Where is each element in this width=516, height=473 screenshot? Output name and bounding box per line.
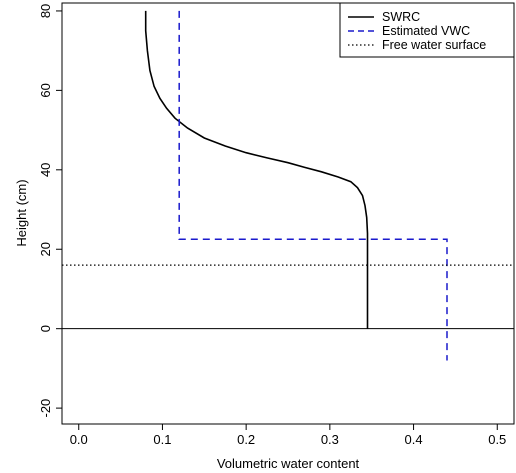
legend: SWRC Estimated VWC Free water surface [339, 2, 515, 58]
series-line-swrc [144, 10, 369, 329]
plot-frame [61, 2, 515, 425]
x-axis: 0.0 0.1 0.2 0.3 0.4 0.5 [70, 424, 506, 447]
series-layer [62, 10, 514, 361]
y-tick-label: 20 [38, 242, 53, 256]
legend-label-free-water-surface: Free water surface [382, 38, 486, 52]
legend-label-estimated-vwc: Estimated VWC [382, 24, 470, 38]
legend-box [339, 2, 515, 58]
y-tick-label: 60 [38, 83, 53, 97]
y-axis-title: Height (cm) [14, 179, 29, 246]
y-tick-label: 40 [38, 163, 53, 177]
x-tick-label: 0.0 [70, 432, 88, 447]
y-tick-label: 0 [38, 325, 53, 332]
legend-label-swrc: SWRC [382, 10, 420, 24]
y-tick-label: 80 [38, 4, 53, 18]
y-tick-label: -20 [38, 399, 53, 418]
x-tick-label: 0.4 [405, 432, 423, 447]
y-axis: -20 0 20 40 60 80 [38, 4, 62, 418]
x-tick-label: 0.2 [237, 432, 255, 447]
x-tick-label: 0.1 [153, 432, 171, 447]
x-axis-title: Volumetric water content [217, 456, 360, 471]
series-line-estimated-vwc [178, 10, 448, 361]
x-tick-label: 0.5 [488, 432, 506, 447]
x-tick-label: 0.3 [321, 432, 339, 447]
